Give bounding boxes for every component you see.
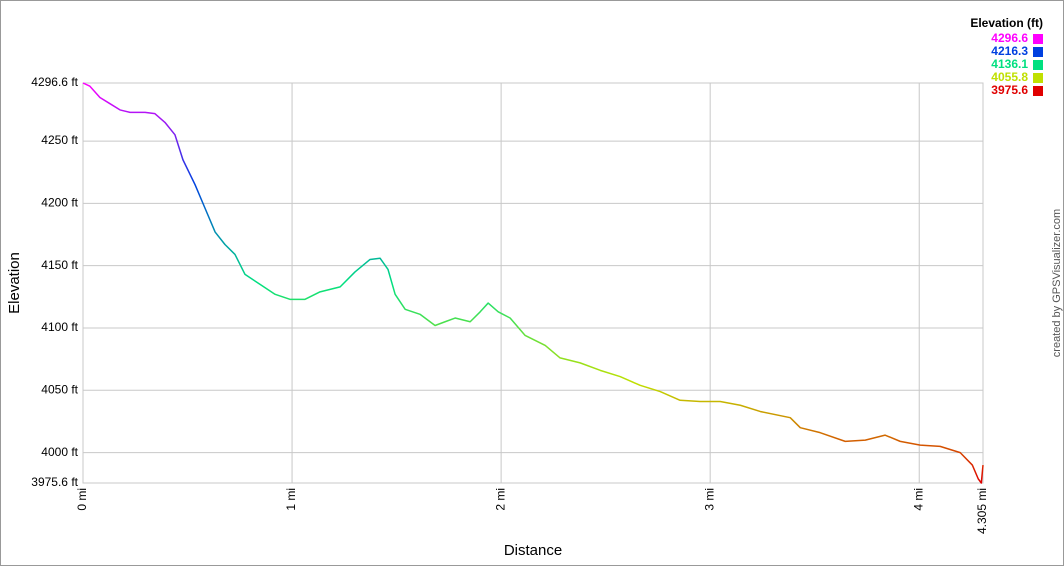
x-axis-label: Distance <box>504 542 562 559</box>
legend-label: 4136.1 <box>991 57 1028 71</box>
credit: created by GPSVisualizer.com <box>1051 209 1063 357</box>
y-tick-label: 4100 ft <box>41 320 78 334</box>
x-tick-label: 2 mi <box>493 488 507 511</box>
y-tick-label: 4000 ft <box>41 445 78 459</box>
elevation-line <box>82 82 984 484</box>
legend-label: 3975.6 <box>991 83 1028 97</box>
y-tick-label: 3975.6 ft <box>31 475 78 489</box>
legend-swatch <box>1033 86 1043 96</box>
legend-label: 4055.8 <box>991 70 1028 84</box>
y-tick-label: 4250 ft <box>41 133 78 147</box>
x-tick-label: 0 mi <box>75 488 89 511</box>
x-tick-label: 3 mi <box>702 488 716 511</box>
legend-swatch <box>1033 34 1043 44</box>
legend-label: 4296.6 <box>991 31 1028 45</box>
x-tick-label: 1 mi <box>284 488 298 511</box>
legend-swatch <box>1033 73 1043 83</box>
x-tick-label: 4 mi <box>911 488 925 511</box>
x-tick-label: 4.305 mi <box>975 488 989 534</box>
y-tick-label: 4050 ft <box>41 382 78 396</box>
legend-swatch <box>1033 60 1043 70</box>
y-tick-label: 4296.6 ft <box>31 75 78 89</box>
y-tick-label: 4150 ft <box>41 258 78 272</box>
legend-label: 4216.3 <box>991 44 1028 58</box>
y-axis-label: Elevation <box>6 252 23 314</box>
legend-title: Elevation (ft) <box>970 16 1043 30</box>
y-tick-label: 4200 ft <box>41 196 78 210</box>
legend-swatch <box>1033 47 1043 57</box>
